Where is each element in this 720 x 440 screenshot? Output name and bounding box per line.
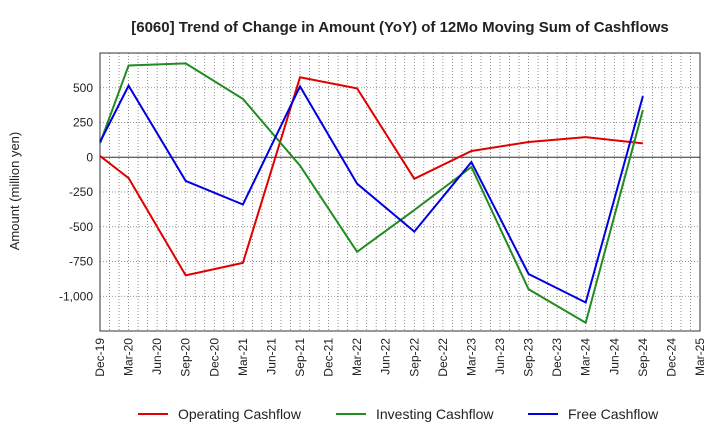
x-tick-label: Mar-25: [693, 338, 707, 376]
x-tick-label: Dec-23: [550, 338, 564, 377]
legend-label: Investing Cashflow: [376, 406, 494, 422]
x-tick-label: Dec-22: [436, 338, 450, 377]
y-axis-label: Amount (million yen): [7, 132, 22, 251]
x-tick-label: Dec-21: [322, 338, 336, 377]
legend-label: Operating Cashflow: [178, 406, 302, 422]
y-tick-label: 250: [73, 116, 93, 130]
x-tick-label: Mar-21: [236, 338, 250, 376]
plot-frame: [99, 52, 701, 332]
x-tick-label: Dec-20: [207, 338, 221, 377]
series-line-free-cashflow: [99, 83, 644, 304]
x-tick-label: Jun-24: [607, 338, 621, 375]
x-tick-label: Mar-20: [122, 338, 136, 376]
y-tick-label: 0: [86, 150, 93, 164]
x-tick-label: Sep-21: [293, 338, 307, 377]
y-tick-label: -250: [69, 185, 93, 199]
x-tick-label: Dec-19: [93, 338, 107, 377]
x-tick-label: Mar-22: [350, 338, 364, 376]
x-tick-label: Jun-21: [264, 338, 278, 375]
x-tick-label: Jun-23: [493, 338, 507, 375]
y-tick-label: -1,000: [59, 289, 93, 303]
x-tick-label: Sep-22: [407, 338, 421, 377]
x-tick-label: Mar-23: [464, 338, 478, 376]
chart-title: [6060] Trend of Change in Amount (YoY) o…: [131, 19, 669, 36]
plot-area: 500 250 0 -250 -500 -750 -1,000 Dec-19 Mar-20 Jun…: [59, 52, 707, 377]
x-tick-label: Sep-24: [636, 338, 650, 377]
x-tick-label: Sep-23: [522, 338, 536, 377]
series-line-investing-cashflow: [99, 62, 644, 325]
x-tick-label: Mar-24: [579, 338, 593, 376]
x-tick-label: Dec-24: [664, 338, 678, 377]
y-tick-label: -750: [69, 255, 93, 269]
y-tick-label: -500: [69, 220, 93, 234]
series-line-operating-cashflow: [99, 76, 644, 277]
legend-label: Free Cashflow: [568, 406, 659, 422]
y-tick-label: 500: [73, 81, 93, 95]
x-tick-label: Jun-20: [150, 338, 164, 375]
legend: Operating Cashflow Investing Cashflow Free…: [138, 406, 659, 422]
x-tick-label: Sep-20: [179, 338, 193, 377]
x-tick-label: Jun-22: [379, 338, 393, 375]
